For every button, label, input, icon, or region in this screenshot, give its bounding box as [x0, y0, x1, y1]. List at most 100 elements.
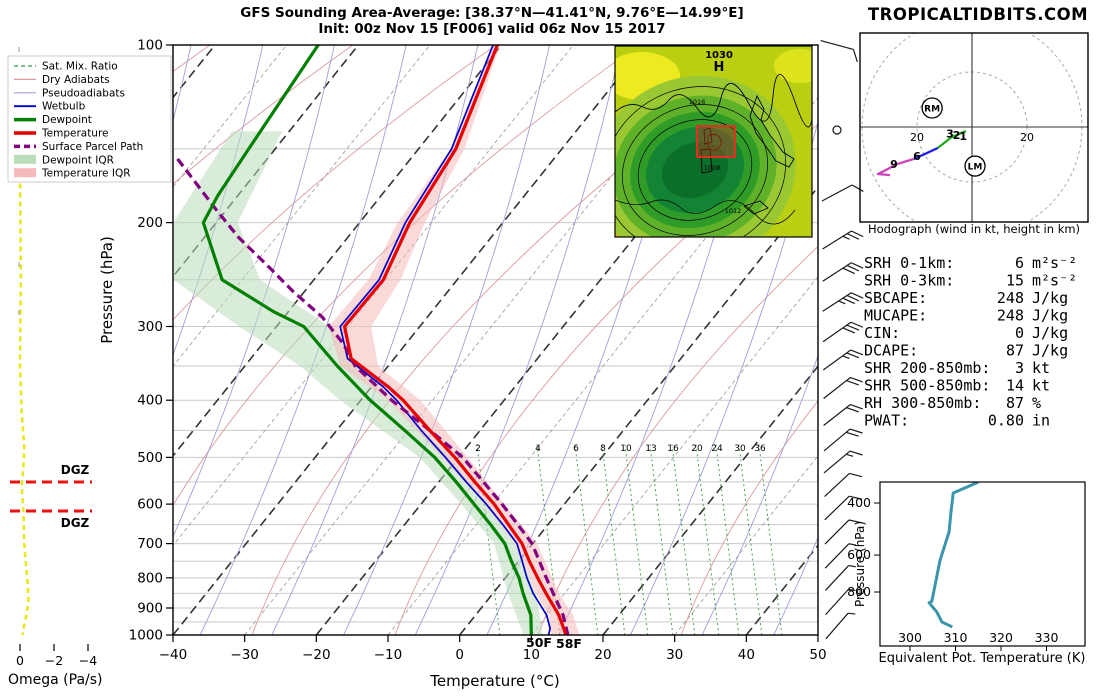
mixing-ratio-line: [601, 442, 626, 635]
wind-barb-column: [820, 40, 864, 640]
map-inner-contour: [707, 133, 722, 151]
theta-e-x-tick-label: 320: [989, 630, 1013, 645]
stat-value: 0: [1015, 324, 1024, 342]
map-high-symbol: H: [714, 60, 725, 75]
theta-e-x-tick-label: 330: [1035, 630, 1059, 645]
stat-unit: m²s⁻²: [1032, 272, 1077, 290]
hodograph-caption: Hodograph (wind in kt, height in km): [868, 222, 1080, 236]
temperature-iqr-band: [328, 45, 580, 635]
y-axis-title: Pressure (hPa): [98, 236, 116, 344]
mixing-ratio-line: [649, 442, 674, 635]
map-coastline-italy: [749, 94, 795, 168]
storm-motion-rm-marker: [921, 97, 943, 119]
stat-label: SRH 0-1km:: [864, 254, 954, 272]
hodograph-height-label: 2: [953, 129, 961, 142]
temperature-tick-label: −20: [302, 647, 331, 663]
map-average-area-box: [696, 125, 736, 158]
wind-barb-icon: [823, 376, 863, 399]
temperature-tick-label: −40: [159, 647, 188, 663]
wind-barb-icon: [821, 184, 864, 202]
hodograph-trace-high_km: [876, 157, 915, 177]
wind-barb-icon: [824, 495, 863, 521]
pressure-tick-label: 900: [137, 601, 163, 617]
legend-item-label: Temperature IQR: [41, 168, 131, 180]
temperature-tick-label: 30: [666, 647, 683, 663]
dgz-label-upper: DGZ: [61, 463, 90, 477]
wind-barb-icon: [822, 349, 864, 371]
mixing-ratio-label: 16: [667, 444, 679, 454]
wind-barb-icon: [824, 472, 863, 498]
map-contour: [615, 199, 796, 225]
stat-label: DCAPE:: [864, 342, 918, 360]
stat-value: 0.80: [988, 412, 1024, 430]
map-frame: [614, 45, 813, 238]
mixing-ratio-label: 6: [573, 444, 579, 454]
pressure-tick-label: 100: [137, 38, 163, 54]
mixing-ratio-label: 24: [711, 444, 723, 454]
temperature-tick-label: −30: [230, 647, 259, 663]
pseudoadiabat-line: [343, 45, 551, 635]
mixing-ratio-line: [536, 442, 561, 635]
dry-adiabat-line: [173, 45, 497, 321]
pseudoadiabat-line: [173, 45, 264, 357]
temperature-tick-label: 50: [809, 647, 826, 663]
stat-unit: in: [1032, 412, 1050, 430]
hodograph-frame: [859, 32, 1089, 223]
mixing-ratio-label: 10: [620, 444, 632, 454]
mixing-ratio-label: 8: [600, 444, 606, 454]
wind-barb-icon: [823, 450, 863, 474]
dry-adiabat-line: [173, 45, 354, 185]
mixing-ratio-label: 13: [645, 444, 656, 454]
wetbulb-curve: [339, 45, 551, 635]
mixing-ratio-label: 30: [734, 444, 746, 454]
mixing-ratio-line: [695, 442, 720, 635]
pressure-tick-label: 200: [137, 215, 163, 231]
mixing-ratio-line: [758, 442, 783, 635]
map-coastline-sardinia: [700, 148, 713, 174]
stat-label: CIN:: [864, 324, 900, 342]
legend-item-label: Sat. Mix. Ratio: [42, 61, 118, 73]
pressure-tick-label: 700: [137, 536, 163, 552]
dry-adiabat-line: [173, 45, 640, 507]
theta-e-y-tick-label: 800: [847, 584, 871, 599]
legend-item-label: Pseudoadiabats: [42, 87, 125, 99]
theta-e-y-tick-label: 600: [847, 547, 871, 562]
wind-barb-icon: [823, 428, 863, 452]
temperature-tick-label: 40: [738, 647, 755, 663]
storm-motion-lm-marker-label: LM: [968, 163, 983, 173]
wind-barb-icon: [825, 612, 856, 640]
temperature-tick-label: −10: [374, 647, 403, 663]
theta-e-y-tick-label: 400: [847, 495, 871, 510]
map-yellow-patch: [774, 49, 812, 83]
stat-value: 87: [1006, 394, 1024, 412]
skewt-curves: [173, 45, 580, 635]
dewpoint-iqr-band: [173, 131, 543, 635]
map-coastline-sicily: [743, 200, 769, 215]
wind-barb-icon: [822, 230, 864, 250]
pseudoadiabat-line: [701, 354, 818, 635]
storm-motion-rm-marker-label: RM: [924, 105, 940, 115]
stat-unit: J/kg: [1032, 324, 1068, 342]
legend-swatch: [14, 154, 36, 164]
pressure-tick-label: 800: [137, 570, 163, 586]
omega-axis-title: Omega (Pa/s): [8, 672, 103, 688]
chart-title-line2: Init: 00z Nov 15 [F006] valid 06z Nov 15…: [318, 21, 665, 37]
temperature-tick-label: 0: [455, 647, 464, 663]
hodograph-ring-label: 20: [1020, 131, 1034, 144]
omega-tick-label: −4: [79, 653, 97, 668]
pseudoadiabat-line: [271, 45, 479, 635]
wind-barb-icon: [822, 292, 864, 312]
legend-item-label: Temperature: [41, 128, 109, 140]
map-contour-label: 1008: [704, 164, 721, 172]
hodograph-trace-low_km: [937, 130, 967, 149]
stat-label: SRH 0-3km:: [864, 272, 954, 290]
stat-value: 15: [1006, 272, 1024, 290]
stat-value: 248: [997, 289, 1024, 307]
storm-motion-lm-marker: [964, 155, 986, 177]
wind-barb-icon: [824, 543, 857, 569]
map-high-value: 1030: [705, 50, 733, 61]
parcel-path-curve: [176, 157, 570, 635]
dgz-markers: DGZ DGZ: [10, 463, 92, 530]
